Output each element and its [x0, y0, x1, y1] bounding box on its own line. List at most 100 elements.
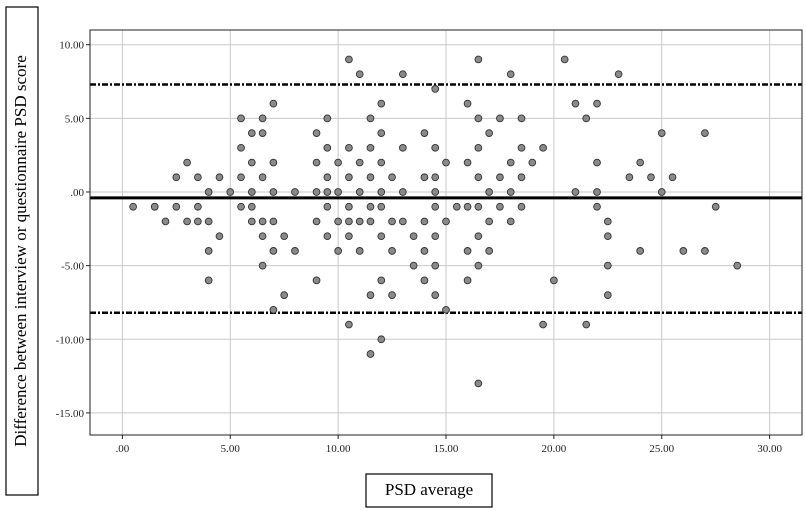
data-point [291, 247, 299, 255]
data-point [366, 350, 375, 358]
data-point [474, 143, 483, 152]
data-point [539, 143, 547, 152]
data-point [733, 261, 742, 270]
data-point [377, 188, 386, 196]
data-point [183, 158, 191, 167]
data-point [420, 217, 429, 226]
data-point [496, 114, 504, 123]
data-point [603, 232, 612, 241]
data-point [571, 99, 580, 108]
data-point [247, 217, 256, 226]
data-point [431, 143, 440, 152]
data-point [377, 158, 386, 167]
data-point [614, 70, 623, 79]
data-point [226, 188, 235, 196]
data-point [431, 85, 440, 93]
data-point [323, 143, 332, 152]
x-tick-label: 5.00 [221, 443, 241, 455]
data-point [377, 276, 386, 285]
x-tick-label: 20.00 [542, 443, 567, 455]
data-point [431, 261, 440, 270]
x-tick-label: 30.00 [757, 443, 782, 455]
data-points [129, 55, 742, 388]
data-point [647, 173, 655, 182]
x-tick-label: 15.00 [434, 443, 459, 455]
data-point [420, 276, 429, 285]
data-point [582, 320, 591, 329]
data-point [269, 188, 278, 196]
data-point [345, 320, 353, 329]
data-point [291, 188, 299, 196]
data-point [420, 129, 429, 137]
data-point [657, 188, 666, 196]
data-point [247, 202, 256, 211]
data-point [485, 129, 494, 137]
data-point [355, 247, 364, 255]
data-point [237, 114, 245, 123]
y-tick-label: -10.00 [56, 334, 85, 346]
data-point [463, 99, 472, 108]
data-point [636, 247, 645, 255]
data-point [431, 173, 440, 182]
data-point [442, 217, 450, 226]
data-point [312, 217, 321, 226]
data-point [269, 158, 278, 167]
data-point [701, 129, 709, 137]
data-point [366, 143, 375, 152]
x-axis-label-box [365, 473, 493, 508]
data-point [388, 173, 396, 182]
x-tick-label: .00 [115, 443, 129, 455]
data-point [496, 202, 504, 211]
data-point [172, 173, 181, 182]
data-point [442, 305, 450, 314]
data-point [129, 202, 138, 211]
data-point [150, 202, 159, 211]
data-point [323, 188, 332, 196]
data-point [474, 379, 483, 388]
data-point [463, 276, 472, 285]
data-point [560, 55, 569, 64]
data-point [355, 217, 364, 226]
data-point [183, 217, 191, 226]
data-point [237, 173, 245, 182]
y-tick-label: 5.00 [65, 113, 85, 125]
data-point [506, 70, 515, 79]
data-point [517, 202, 526, 211]
data-point [603, 261, 612, 270]
data-point [388, 247, 396, 255]
x-axis-label: PSD average [385, 480, 473, 499]
data-point [442, 158, 450, 167]
data-point [517, 173, 526, 182]
data-point [269, 247, 278, 255]
data-point [593, 188, 601, 196]
data-point [345, 143, 353, 152]
data-point [237, 202, 245, 211]
data-point [603, 291, 612, 299]
data-point [355, 70, 364, 79]
data-point [172, 202, 181, 211]
data-point [366, 173, 375, 182]
data-point [377, 99, 386, 108]
data-point [398, 188, 407, 196]
data-point [366, 291, 375, 299]
data-point [237, 143, 245, 152]
grid [86, 30, 802, 439]
data-point [345, 173, 353, 182]
data-point [474, 114, 483, 123]
data-point [280, 291, 289, 299]
data-point [398, 70, 407, 79]
data-point [323, 202, 332, 211]
data-point [323, 173, 332, 182]
data-point [377, 335, 386, 344]
data-point [312, 276, 321, 285]
data-point [366, 202, 375, 211]
data-point [431, 188, 440, 196]
data-point [571, 188, 580, 196]
y-tick-label: -5.00 [61, 261, 84, 273]
data-point [334, 158, 342, 167]
data-point [409, 232, 418, 241]
data-point [204, 247, 213, 255]
x-tick-label: 25.00 [649, 443, 674, 455]
data-point [528, 158, 537, 167]
data-point [215, 173, 224, 182]
